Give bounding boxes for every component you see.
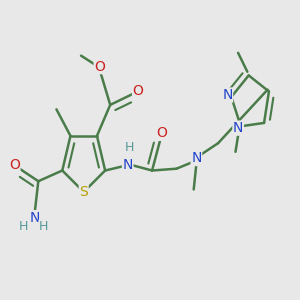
Text: H: H bbox=[124, 141, 134, 154]
Text: N: N bbox=[29, 211, 40, 225]
Text: H: H bbox=[39, 220, 48, 233]
Text: N: N bbox=[222, 88, 232, 102]
Text: N: N bbox=[233, 121, 243, 135]
Text: O: O bbox=[133, 84, 143, 98]
Text: H: H bbox=[19, 220, 28, 233]
Text: O: O bbox=[94, 60, 105, 74]
Text: S: S bbox=[79, 185, 88, 199]
Text: N: N bbox=[191, 152, 202, 166]
Text: O: O bbox=[156, 126, 167, 140]
Text: N: N bbox=[122, 158, 133, 172]
Text: O: O bbox=[9, 158, 20, 172]
